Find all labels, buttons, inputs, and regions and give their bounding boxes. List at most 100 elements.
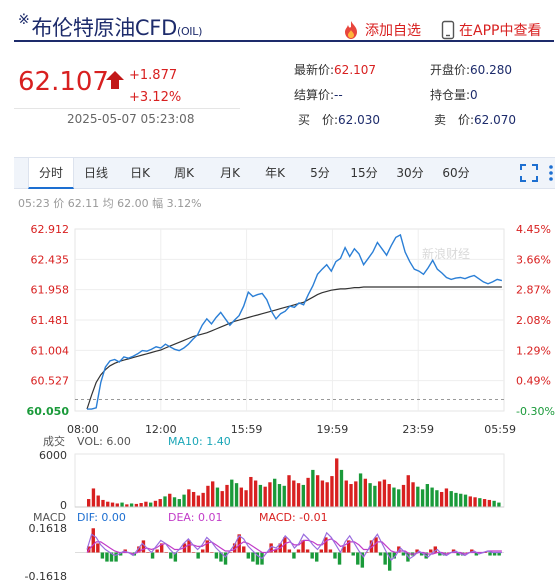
macd-dif-label: DIF: 0.00 (77, 511, 126, 524)
volume-bar (177, 499, 181, 507)
volume-bar (287, 475, 291, 507)
volume-bar (339, 469, 344, 507)
tab-intraday[interactable]: 分时 (28, 158, 74, 189)
tab-monthly-k[interactable]: 月K (220, 166, 240, 180)
volume-bar (168, 493, 172, 507)
volume-bar (301, 484, 305, 507)
add-favorite-label: 添加自选 (365, 23, 421, 39)
macd-histogram-bar (232, 543, 237, 553)
volume-bar (330, 476, 334, 507)
tab-yearly-k[interactable]: 年K (265, 166, 285, 180)
last-price: 62.107 (18, 67, 109, 97)
macd-histogram-bar (392, 552, 396, 559)
macd-histogram-bar (419, 552, 424, 556)
macd-histogram-bar (374, 537, 378, 553)
price-change: +1.877 (129, 68, 178, 83)
tab-15min[interactable]: 15分 (350, 166, 378, 180)
macd-dif-line (86, 531, 502, 562)
change-block: +1.877 +3.12% (129, 65, 181, 109)
volume-bar (411, 482, 415, 507)
macd-histogram-bar (150, 552, 155, 559)
macd-histogram-bar (433, 546, 438, 553)
macd-panel-title: MACD (33, 511, 66, 524)
cursor-info-line: 05:23 价 62.11 均 62.00 幅 3.12% (18, 197, 202, 210)
volume-bar (134, 503, 139, 507)
macd-histogram-bar (342, 546, 346, 553)
macd-histogram-bar (356, 552, 360, 565)
macd-histogram-bar (497, 552, 501, 556)
macd-histogram-bar (333, 552, 337, 559)
volume-bar (110, 502, 115, 507)
volume-bar (382, 479, 387, 507)
tab-day-line[interactable]: 日线 (83, 166, 108, 180)
time-x-tick-label: 12:00 (145, 423, 177, 436)
volume-bar (292, 480, 296, 507)
volume-bar (387, 484, 391, 507)
volume-bar (463, 494, 468, 507)
quote-field-label: 最新价: (294, 63, 335, 77)
tab-weekly-k[interactable]: 周K (174, 166, 194, 180)
tab-30min[interactable]: 30分 (396, 166, 424, 180)
volume-bar (397, 489, 401, 507)
macd-histogram-bar (173, 552, 178, 562)
tab-daily-k[interactable]: 日K (130, 166, 150, 180)
volume-y-tick-label: 0 (60, 499, 67, 512)
volume-bar (125, 504, 129, 507)
macd-histogram-bar (201, 549, 205, 553)
volume-bar (373, 485, 377, 507)
more-options-icon[interactable] (547, 163, 555, 183)
volume-bar (158, 499, 162, 507)
time-x-tick-label: 15:59 (231, 423, 263, 436)
quote-field-value: 62.107 (334, 63, 377, 77)
macd-histogram-bar (118, 552, 123, 556)
title-mark: ※ (18, 12, 30, 28)
macd-histogram-bar (351, 552, 355, 556)
tab-5min[interactable]: 5分 (310, 166, 330, 180)
macd-histogram-bar (324, 537, 328, 553)
macd-dea-label: DEA: 0.01 (168, 511, 222, 524)
volume-y-tick-label: 6000 (39, 449, 67, 462)
macd-histogram-bar (242, 546, 246, 553)
view-in-app-button[interactable]: 在APP中查看 (441, 20, 541, 40)
add-favorite-button[interactable]: 添加自选 (341, 20, 421, 40)
volume-bar (439, 491, 444, 507)
macd-histogram-bar (169, 552, 173, 559)
volume-bar (87, 499, 91, 507)
fullscreen-icon[interactable] (519, 163, 539, 183)
volume-bar (401, 484, 406, 507)
volume-bar (96, 495, 100, 507)
volume-bar (358, 473, 363, 507)
volume-bar (249, 476, 253, 507)
tab-60min[interactable]: 60分 (442, 166, 470, 180)
macd-histogram-bar (287, 549, 292, 553)
volume-bar (282, 485, 286, 507)
volume-bar (482, 499, 487, 507)
volume-bar (430, 487, 434, 507)
quote-field-label: 开盘价: (430, 63, 471, 77)
volume-bar (416, 486, 420, 507)
macd-histogram-bar (438, 552, 442, 556)
volume-bar (320, 480, 325, 507)
volume-bar (211, 481, 215, 507)
price-y-tick-label: 60.050 (27, 405, 70, 418)
volume-bar (492, 500, 496, 507)
volume-bar (315, 475, 320, 507)
percent-y-tick-label: 0.49% (516, 375, 551, 388)
macd-histogram-bar (141, 540, 146, 553)
macd-dea-line (86, 538, 502, 555)
quote-field-value: -- (334, 88, 343, 102)
macd-histogram-bar (429, 549, 433, 553)
quote-field-latest: 最新价:62.107 (294, 61, 376, 78)
price-y-tick-label: 61.958 (31, 284, 70, 297)
macd-histogram-bar (255, 552, 260, 565)
volume-bar (201, 492, 205, 507)
time-x-tick-label: 19:59 (317, 423, 349, 436)
macd-histogram-bar (155, 549, 159, 553)
macd-histogram-bar (269, 543, 273, 553)
price-divider (14, 108, 240, 109)
volume-bar (377, 481, 382, 507)
macd-histogram-bar (470, 549, 474, 553)
quote-field-ask: 卖 价:62.070 (434, 111, 516, 128)
quote-timestamp: 2025-05-07 05:23:08 (67, 112, 195, 126)
